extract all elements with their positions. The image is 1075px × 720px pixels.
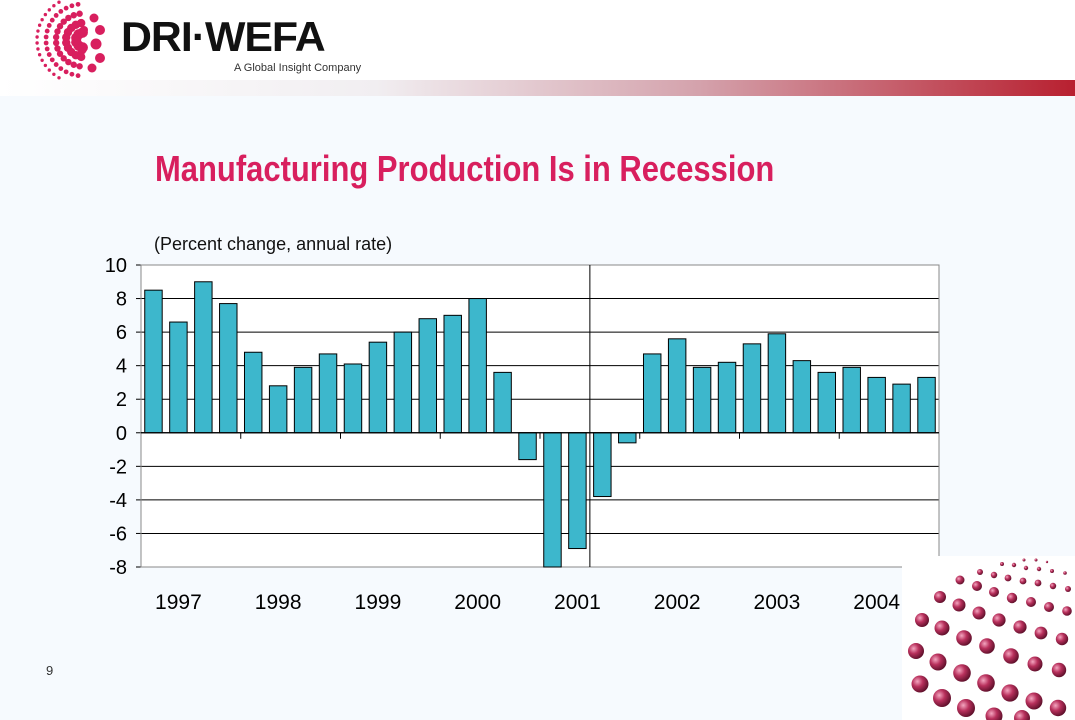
bar (667, 338, 687, 434)
bar (593, 432, 612, 498)
x-tick-label: 1998 (255, 591, 302, 614)
x-tick-label: 1999 (355, 591, 402, 614)
logo-wordmark: DRI·WEFA (121, 13, 326, 60)
logo-dots-icon (35, 0, 105, 80)
bar (742, 343, 762, 434)
bar (144, 289, 163, 434)
y-tick-label: -8 (109, 557, 127, 579)
y-tick-label: -2 (109, 456, 127, 478)
bar (293, 366, 313, 434)
y-tick-label: -6 (109, 523, 127, 545)
y-tick-label: 6 (116, 322, 127, 344)
x-tick-label: 1997 (155, 591, 202, 614)
bar (642, 353, 662, 434)
bar (867, 376, 886, 434)
bar (443, 314, 462, 434)
x-tick-label: 2004 (853, 591, 900, 614)
plot-border (140, 264, 940, 568)
bar (418, 318, 438, 434)
bar (892, 383, 911, 434)
bar (518, 432, 537, 461)
bar (692, 366, 712, 434)
bar (717, 361, 737, 434)
corner-dots-decoration (902, 556, 1075, 720)
y-tick-label: 4 (116, 356, 127, 378)
bar (767, 333, 787, 434)
y-tick-label: 2 (116, 389, 127, 411)
bar (468, 298, 487, 434)
bar (917, 376, 936, 434)
bar (243, 351, 263, 434)
bar (842, 366, 861, 434)
bar (493, 371, 512, 434)
x-tick-label: 2002 (654, 591, 701, 614)
bar (318, 353, 338, 434)
company-logo: DRI·WEFA A Global Insight Company (24, 0, 384, 80)
bar (268, 385, 288, 434)
x-tick-label: 2003 (754, 591, 801, 614)
y-tick-label: 10 (105, 255, 127, 277)
bar (343, 363, 363, 434)
chart-subtitle: (Percent change, annual rate) (154, 234, 393, 254)
x-tick-label: 2000 (454, 591, 501, 614)
bar (792, 360, 812, 434)
bar (393, 331, 413, 434)
logo-tagline: A Global Insight Company (234, 62, 362, 74)
page-title: Manufacturing Production Is in Recession (155, 148, 775, 189)
bar (219, 303, 238, 434)
bar (194, 281, 213, 434)
y-tick-label: 0 (116, 423, 127, 445)
slide-number: 9 (46, 663, 54, 678)
bar (568, 432, 587, 550)
header-gradient-band (0, 0, 1075, 96)
bar (817, 371, 837, 434)
bar (169, 321, 188, 434)
bar (618, 432, 637, 444)
y-tick-label: -4 (109, 490, 127, 512)
bar (543, 432, 562, 568)
x-tick-label: 2001 (554, 591, 601, 614)
bar (368, 341, 388, 434)
y-tick-label: 8 (116, 289, 127, 311)
